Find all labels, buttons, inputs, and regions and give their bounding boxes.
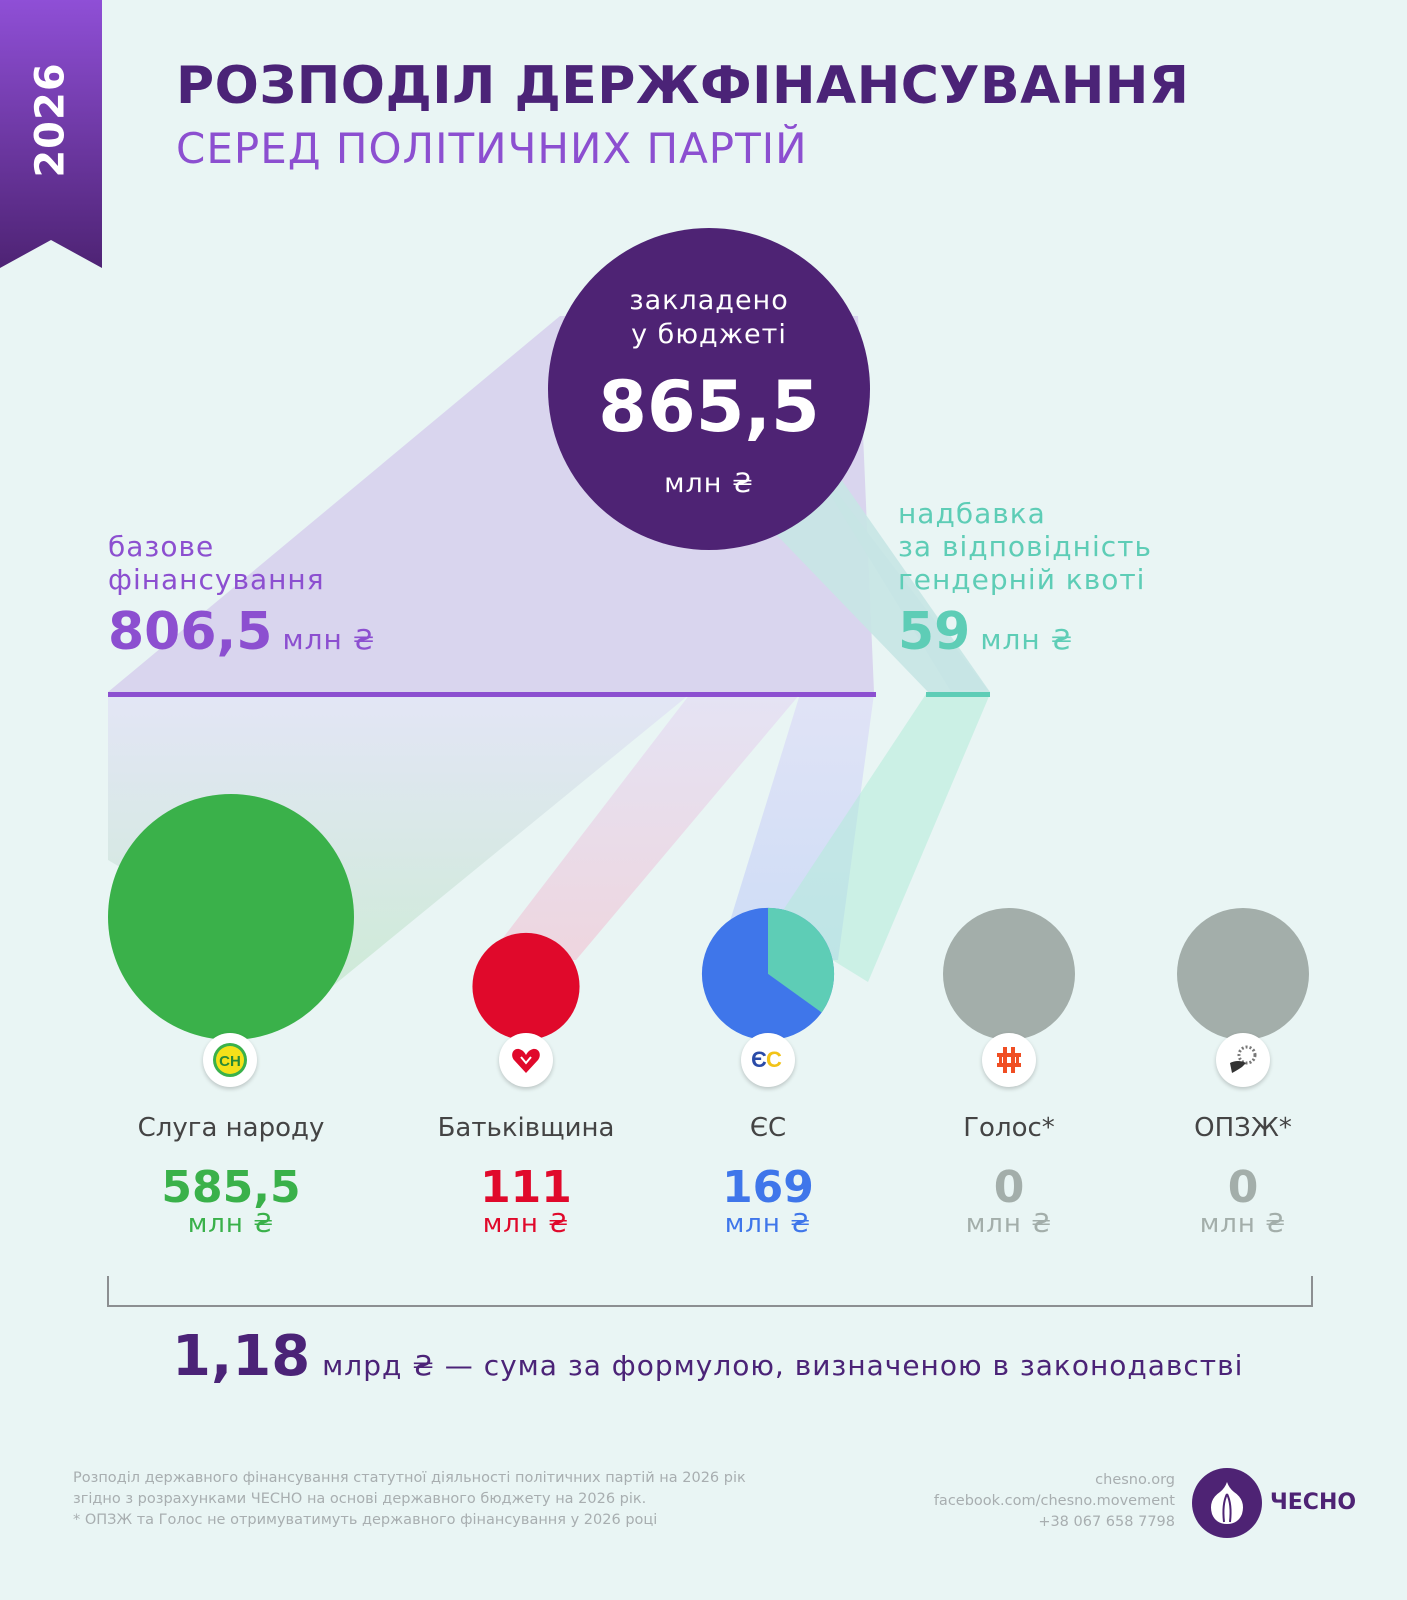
total-budget-unit: млн ₴ <box>664 468 754 499</box>
contacts: chesno.org facebook.com/chesno.movement … <box>900 1470 1175 1533</box>
party-bubble <box>943 908 1075 1040</box>
flow-base-to-batkivshchyna <box>486 694 800 960</box>
footnotes: Розподіл державного фінансування статутн… <box>73 1470 746 1528</box>
flow-total-to-bonus-band <box>770 472 990 692</box>
party-bubble <box>472 932 580 1040</box>
party-name: ОПЗЖ* <box>1194 1113 1292 1143</box>
party-unit: млн ₴ <box>965 1209 1053 1239</box>
party-bubble <box>108 794 354 1040</box>
flow-bonus-to-es <box>774 694 990 982</box>
heart-icon <box>499 1033 553 1087</box>
party-unit: млн ₴ <box>1199 1209 1287 1239</box>
gender-bonus-value: 59 млн ₴ <box>898 602 1074 662</box>
party-unit: млн ₴ <box>482 1209 570 1239</box>
total-budget-value: 865,5 <box>598 366 820 448</box>
bonus-line <box>926 692 990 697</box>
facebook-link[interactable]: facebook.com/chesno.movement <box>933 1493 1175 1509</box>
gender-bonus-label: надбавка за відповідність гендерній квоті <box>898 497 1152 596</box>
svg-text:Є: Є <box>751 1047 767 1072</box>
website-link[interactable]: chesno.org <box>1095 1472 1175 1488</box>
total-budget-circle <box>548 228 870 550</box>
page-subtitle: СЕРЕД ПОЛІТИЧНИХ ПАРТІЙ <box>176 124 808 173</box>
party-value: 0 <box>1227 1162 1259 1213</box>
party-value: 111 <box>480 1162 572 1213</box>
servant-of-people-logo-icon: CH <box>203 1033 257 1087</box>
party-value: 0 <box>993 1162 1025 1213</box>
opzzh-logo-icon <box>1216 1033 1270 1087</box>
party-value: 585,5 <box>161 1162 301 1213</box>
holos-logo-icon <box>982 1033 1036 1087</box>
formula-sum: 1,18 млрд ₴ — сума за формулою, визначено… <box>172 1324 1244 1389</box>
party-name: Слуга народу <box>137 1113 325 1143</box>
total-bracket <box>107 1276 1313 1307</box>
brand-name: ЧЕСНО <box>1270 1490 1357 1515</box>
party-name: Батьківщина <box>437 1113 615 1143</box>
page-title: РОЗПОДІЛ ДЕРЖФІНАНСУВАННЯ <box>176 56 1190 116</box>
base-funding-value: 806,5 млн ₴ <box>108 602 376 662</box>
total-budget-label: закладено у бюджеті <box>629 285 789 350</box>
party-name: Голос* <box>963 1113 1055 1143</box>
phone-number: +38 067 658 7798 <box>1038 1514 1175 1530</box>
garlic-logo-icon <box>1192 1468 1262 1538</box>
base-line <box>108 692 876 697</box>
party-bubble <box>1177 908 1309 1040</box>
party-name: ЄС <box>749 1113 787 1143</box>
base-funding-label: базове фінансування <box>108 530 325 596</box>
svg-text:С: С <box>766 1047 782 1072</box>
party-unit: млн ₴ <box>724 1209 812 1239</box>
party-unit: млн ₴ <box>187 1209 275 1239</box>
svg-text:CH: CH <box>219 1053 241 1070</box>
year-ribbon <box>0 0 102 268</box>
party-bonus-slice <box>768 907 835 1013</box>
party-value: 169 <box>722 1162 814 1213</box>
